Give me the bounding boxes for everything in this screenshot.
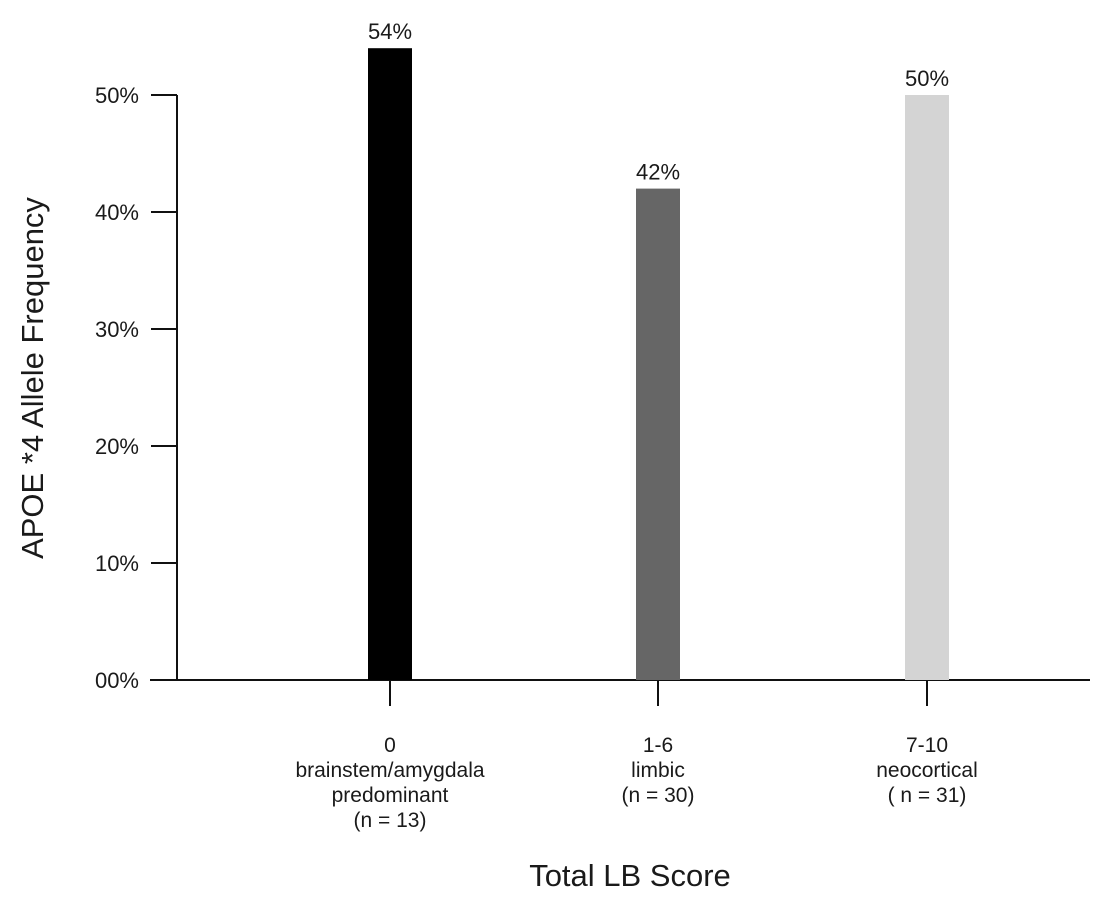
x-axis-label: Total LB Score <box>529 858 731 893</box>
x-tick-label: limbic <box>631 759 685 782</box>
x-tick-label: brainstem/amygdala <box>295 759 484 782</box>
x-tick-label: 1-6 <box>643 734 673 757</box>
y-tick-label: 40% <box>95 200 139 225</box>
x-tick-label: (n = 13) <box>354 809 427 832</box>
bars <box>368 48 949 680</box>
x-tick-label: (n = 30) <box>622 784 695 807</box>
bar <box>636 188 680 680</box>
data-label: 50% <box>905 66 949 91</box>
data-label: 42% <box>636 160 680 185</box>
x-tick-label: 0 <box>384 734 396 757</box>
y-axis-label: APOE *4 Allele Frequency <box>15 197 50 559</box>
y-tick-label: 10% <box>95 551 139 576</box>
x-tick-label: neocortical <box>876 759 978 782</box>
y-tick-label: 20% <box>95 434 139 459</box>
data-label: 54% <box>368 19 412 44</box>
x-tick-label: ( n = 31) <box>888 784 967 807</box>
y-tick-label: 50% <box>95 83 139 108</box>
axes: 00% 10% 20% 30% 40% 50% <box>95 83 1090 706</box>
bar <box>368 48 412 680</box>
y-tick-label: 00% <box>95 668 139 693</box>
x-tick-label: 7-10 <box>906 734 948 757</box>
bar <box>905 95 949 680</box>
y-tick-label: 30% <box>95 317 139 342</box>
x-tick-label: predominant <box>332 784 449 807</box>
